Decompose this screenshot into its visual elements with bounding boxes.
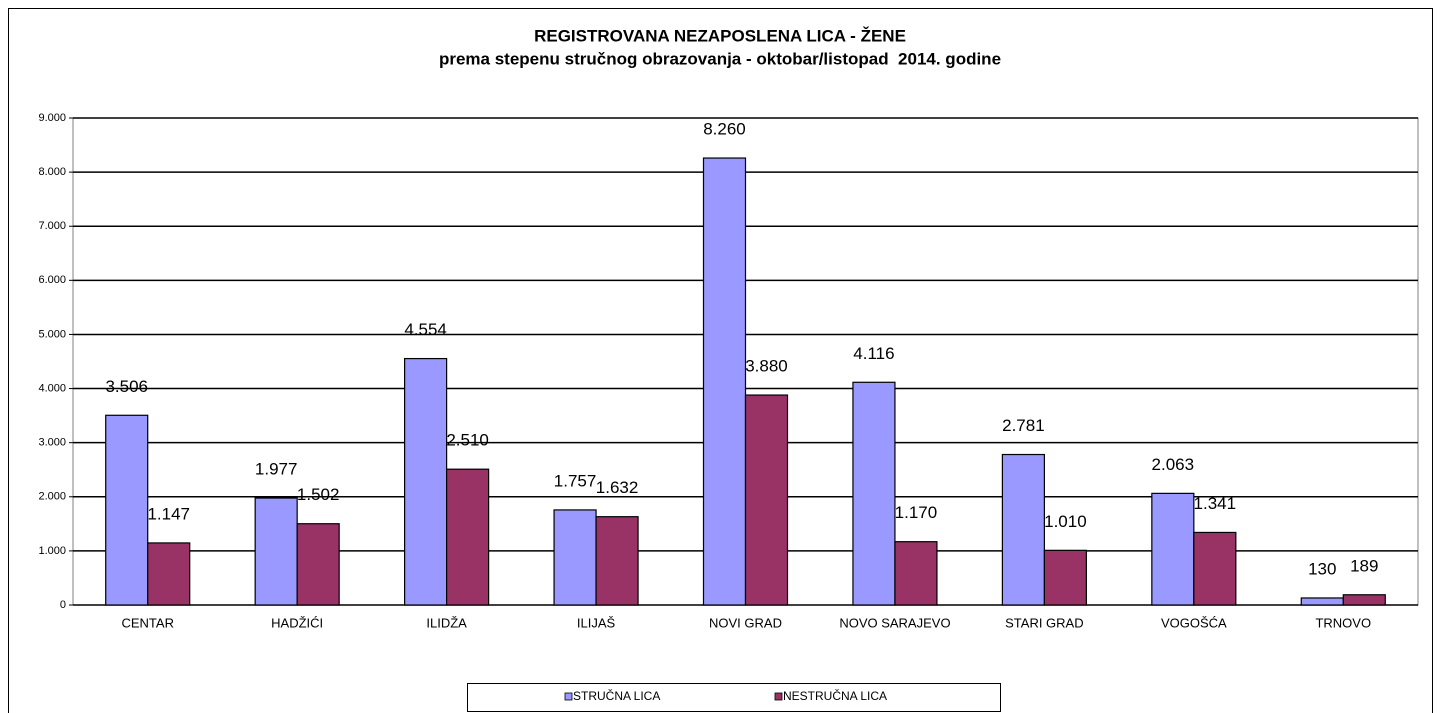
y-tick-label: 0	[60, 599, 66, 611]
data-label: 4.116	[853, 344, 894, 363]
bar	[1043, 549, 1087, 606]
data-label: 4.554	[404, 320, 447, 339]
x-tick-label: CENTAR	[121, 615, 173, 630]
chart-title: REGISTROVANA NEZAPOSLENA LICA - ŽENE	[534, 26, 906, 45]
legend-label: NESTRUČNA LICA	[783, 688, 887, 703]
x-tick-label: ILIDŽA	[426, 615, 467, 630]
y-tick-label: 3.000	[38, 437, 66, 449]
bar	[1300, 597, 1344, 606]
data-label: 1.147	[147, 504, 190, 523]
x-tick-label: VOGOŠĆA	[1161, 615, 1227, 630]
x-tick-label: NOVO SARAJEVO	[839, 615, 950, 630]
data-label: 1.010	[1044, 512, 1087, 531]
y-tick-label: 6.000	[38, 274, 66, 286]
data-label: 2.063	[1152, 455, 1195, 474]
bar	[1193, 531, 1237, 606]
y-tick-label: 8.000	[38, 166, 66, 178]
legend-label: STRUČNA LICA	[573, 688, 660, 703]
data-label: 1.632	[596, 478, 639, 497]
bar	[105, 414, 149, 606]
bar	[894, 541, 938, 606]
data-label: 1.757	[554, 471, 597, 490]
bar	[296, 523, 340, 606]
data-label: 1.977	[255, 460, 298, 479]
bar	[254, 497, 298, 606]
bar	[702, 157, 747, 606]
bar	[595, 516, 639, 606]
data-label: 3.880	[745, 357, 788, 376]
legend-swatch	[774, 692, 783, 701]
x-tick-label: STARI GRAD	[1005, 615, 1084, 630]
bar	[852, 381, 896, 606]
x-tick-label: NOVI GRAD	[709, 615, 782, 630]
y-tick-label: 1.000	[38, 545, 66, 557]
data-label: 1.341	[1194, 494, 1237, 513]
x-tick-label: TRNOVO	[1315, 615, 1371, 630]
y-tick-label: 2.000	[38, 491, 66, 503]
chart-subtitle: prema stepenu stručnog obrazovanja - okt…	[439, 49, 1001, 68]
data-label: 2.510	[446, 431, 489, 450]
bar	[553, 509, 597, 606]
data-label: 189	[1350, 556, 1378, 575]
bar	[404, 357, 448, 606]
data-label: 130	[1308, 559, 1336, 578]
x-tick-label: ILIJAŠ	[577, 615, 616, 630]
bar	[744, 394, 789, 606]
bar	[446, 468, 490, 606]
bar	[147, 542, 191, 606]
y-tick-label: 9.000	[38, 112, 66, 124]
y-tick-label: 7.000	[38, 220, 66, 232]
data-label: 1.170	[895, 503, 938, 522]
legend-box	[467, 683, 1001, 712]
bar	[1342, 594, 1386, 606]
bar	[1151, 492, 1195, 606]
data-label: 1.502	[297, 485, 340, 504]
y-tick-label: 5.000	[38, 328, 66, 340]
bar	[1001, 453, 1045, 606]
data-label: 8.260	[703, 120, 746, 139]
data-label: 2.781	[1002, 416, 1045, 435]
x-tick-label: HADŽIĆI	[271, 615, 323, 630]
y-tick-label: 4.000	[38, 382, 66, 394]
data-label: 3.506	[105, 377, 148, 396]
legend-swatch	[564, 692, 573, 701]
